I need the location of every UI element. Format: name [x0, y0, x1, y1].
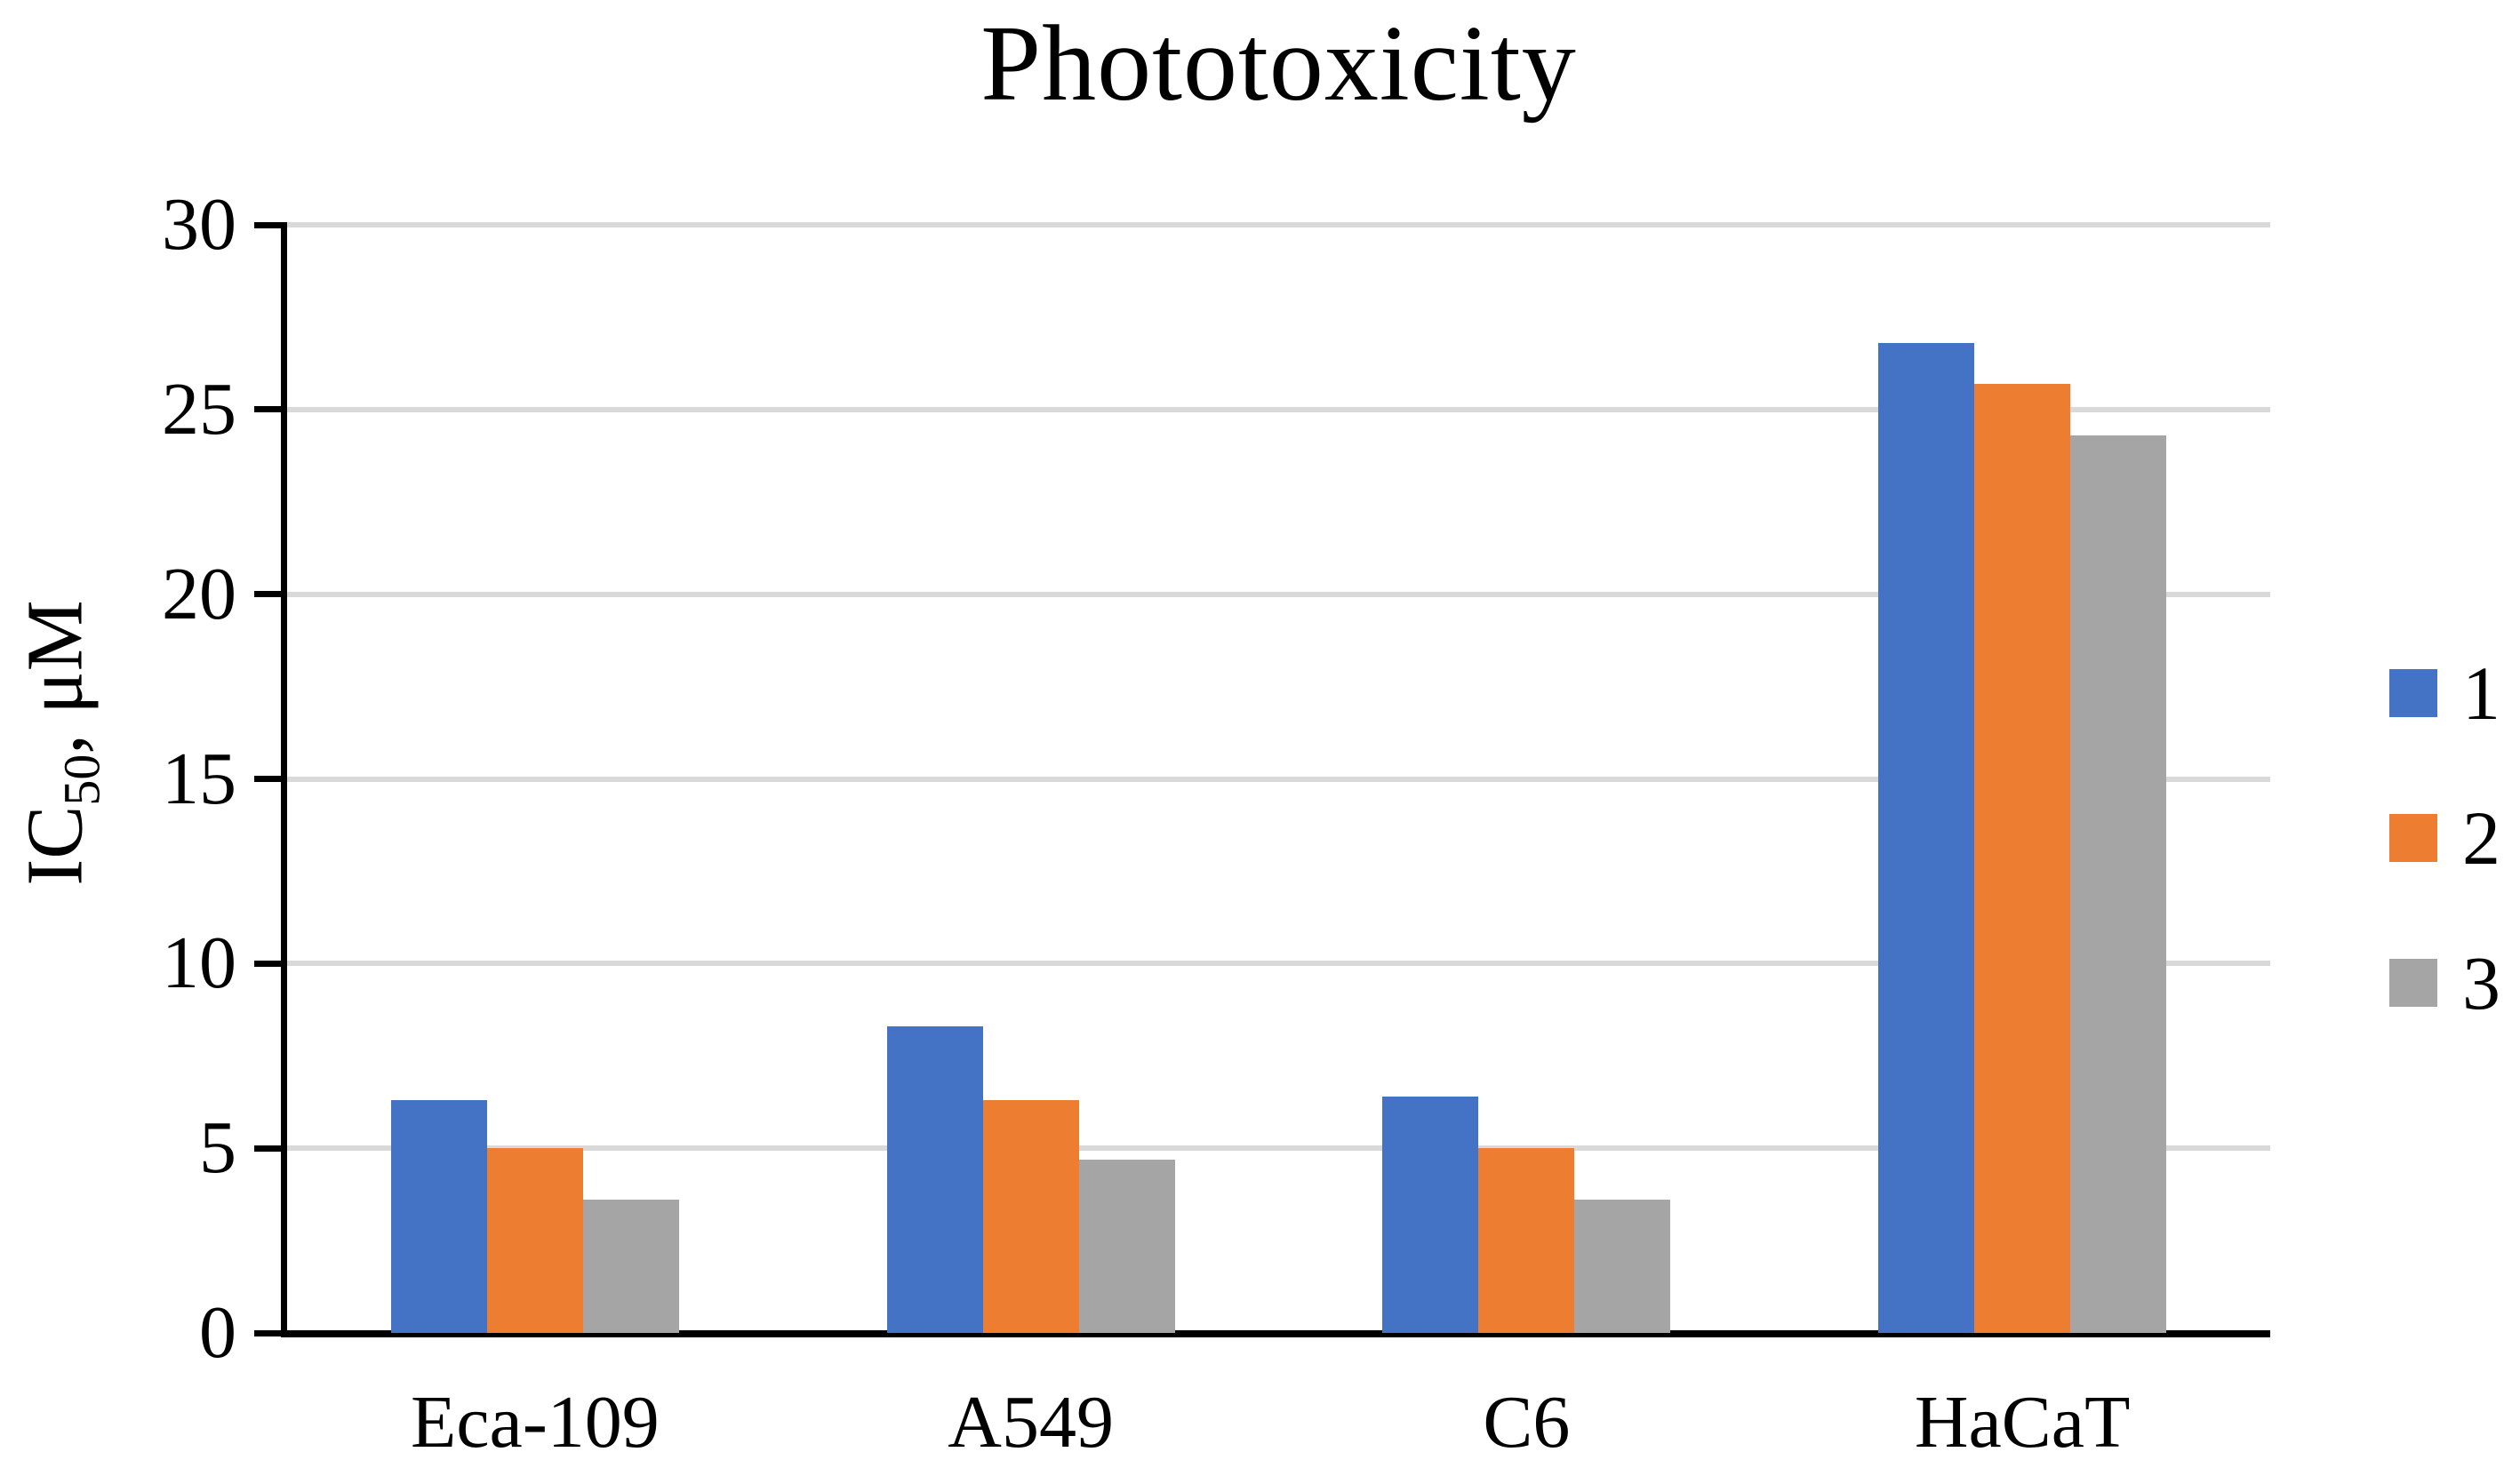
y-tick-mark-25: [254, 406, 287, 413]
y-axis-line: [281, 222, 287, 1336]
bar-series1-Eca-109: [390, 1100, 487, 1333]
x-category-label-C6: C6: [1483, 1381, 1571, 1464]
bar-series2-Eca-109: [486, 1148, 583, 1333]
y-tick-label-30: 30: [162, 183, 236, 266]
bar-series3-A549: [1078, 1159, 1175, 1333]
y-tick-label-15: 15: [162, 737, 236, 820]
chart-title: Phototoxicity: [980, 4, 1577, 124]
legend-label-1: 1: [2462, 650, 2500, 736]
y-tick-mark-20: [254, 591, 287, 598]
y-tick-label-5: 5: [199, 1106, 236, 1190]
gridline-25: [287, 406, 2270, 412]
x-category-label-A549: A549: [948, 1381, 1114, 1464]
legend-item-2: 2: [2389, 795, 2500, 881]
x-axis-line: [281, 1329, 2270, 1337]
legend-label-2: 2: [2462, 795, 2500, 881]
gridline-10: [287, 961, 2270, 967]
legend-swatch-2: [2389, 814, 2437, 862]
legend-label-3: 3: [2462, 940, 2500, 1025]
y-tick-mark-30: [254, 221, 287, 228]
y-tick-mark-0: [254, 1329, 287, 1336]
y-tick-label-20: 20: [162, 552, 236, 635]
legend-swatch-3: [2389, 959, 2437, 1007]
legend-swatch-1: [2389, 669, 2437, 717]
y-tick-mark-15: [254, 776, 287, 782]
bar-series1-A549: [886, 1025, 983, 1333]
bar-series2-C6: [1478, 1148, 1575, 1333]
bar-series2-A549: [982, 1100, 1079, 1333]
bar-series3-HaCaT: [2070, 435, 2167, 1333]
legend-item-3: 3: [2389, 940, 2500, 1025]
bar-series2-HaCaT: [1974, 383, 2071, 1333]
x-category-label-HaCaT: HaCaT: [1914, 1381, 2131, 1464]
legend-item-1: 1: [2389, 650, 2500, 736]
gridline-5: [287, 1145, 2270, 1152]
y-tick-mark-5: [254, 1145, 287, 1152]
y-tick-mark-10: [254, 960, 287, 967]
bar-series3-C6: [1574, 1200, 1671, 1333]
bar-series1-HaCaT: [1878, 343, 1975, 1333]
bar-series1-C6: [1382, 1096, 1479, 1333]
bar-series3-Eca-109: [582, 1200, 679, 1333]
y-tick-label-10: 10: [162, 922, 236, 1005]
gridline-20: [287, 591, 2270, 597]
gridline-30: [287, 222, 2270, 227]
y-tick-label-25: 25: [162, 367, 236, 451]
x-category-label-Eca-109: Eca-109: [410, 1381, 660, 1464]
y-tick-label-0: 0: [199, 1291, 236, 1374]
gridline-15: [287, 776, 2270, 782]
